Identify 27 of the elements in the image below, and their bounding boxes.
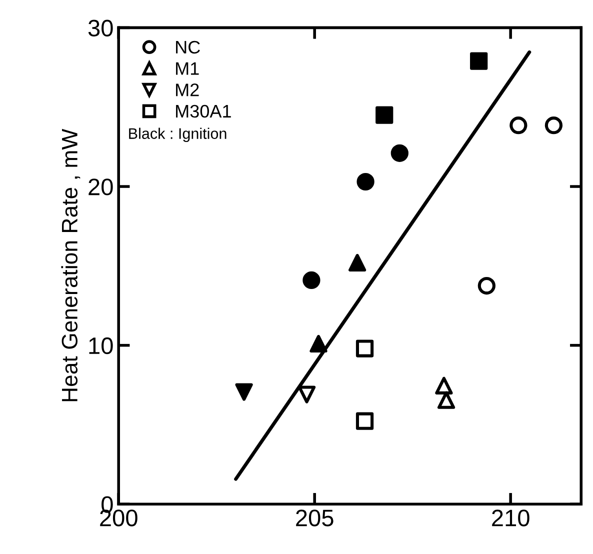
point — [544, 116, 563, 134]
x-tick-label: 205 — [296, 510, 334, 526]
point — [302, 271, 320, 290]
point — [510, 116, 528, 134]
x-tick-label: 210 — [492, 510, 530, 526]
y-tick-label: 20 — [88, 178, 113, 196]
y-axis-title: Heat Generation Rate , mW — [61, 128, 80, 402]
point — [376, 106, 394, 124]
y-tick-label: 30 — [88, 20, 113, 36]
point — [435, 376, 453, 394]
point — [235, 383, 253, 401]
point — [390, 144, 408, 162]
legend-label: M1 — [176, 62, 199, 75]
point — [348, 254, 366, 272]
point — [437, 391, 456, 409]
legend-label: M2 — [176, 84, 199, 96]
point — [356, 340, 374, 358]
legend-label: NC — [176, 40, 200, 54]
y-tick-label: 10 — [89, 337, 113, 354]
point — [478, 276, 496, 295]
point — [470, 52, 488, 70]
legend-label: M30A1 — [176, 104, 231, 118]
point — [356, 412, 374, 430]
annotation: Black : Ignition — [129, 128, 226, 142]
point — [310, 334, 328, 353]
point — [356, 172, 374, 191]
point — [298, 386, 316, 404]
